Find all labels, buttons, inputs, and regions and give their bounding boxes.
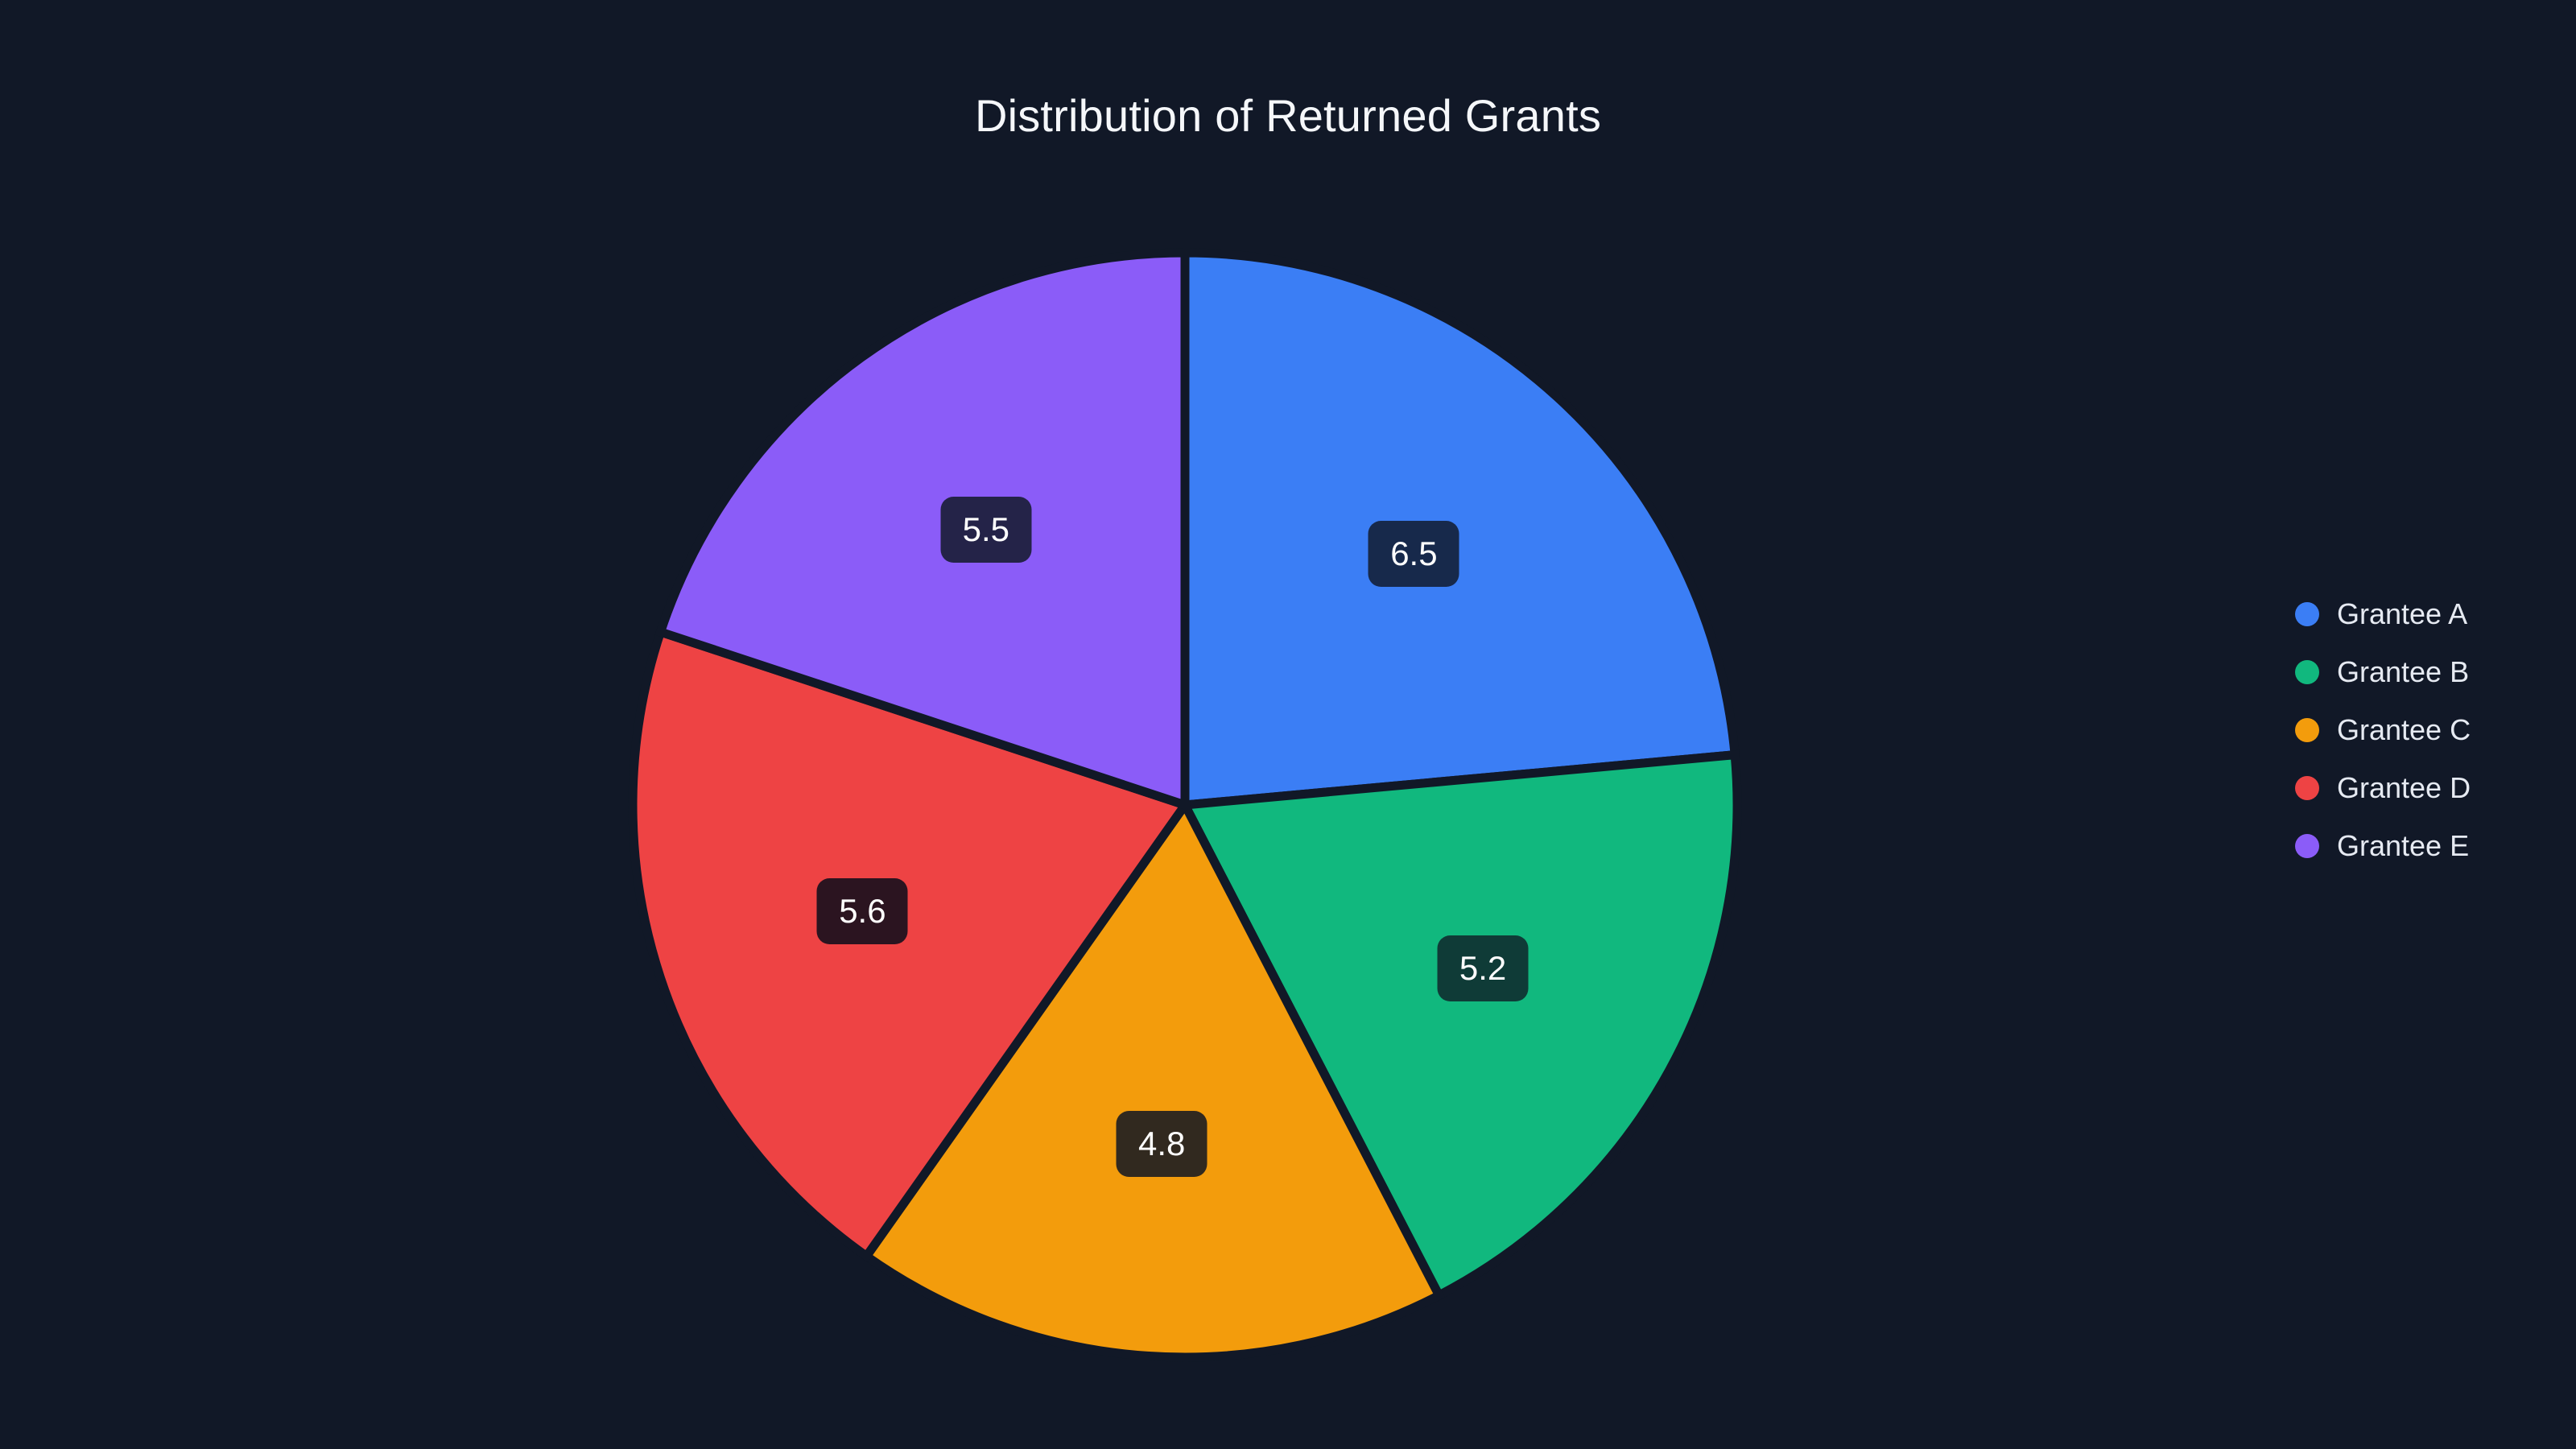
- pie-slice-label: 5.5: [940, 497, 1032, 564]
- pie-slice[interactable]: [860, 796, 1446, 1362]
- legend-item-label: Grantee B: [2337, 655, 2470, 688]
- legend-item[interactable]: Grantee B: [2295, 643, 2537, 701]
- pie-slice-group: [628, 248, 1742, 1362]
- legend-item-label: Grantee E: [2337, 829, 2470, 862]
- legend-swatch-icon: [2295, 602, 2319, 626]
- pie-slice-label: 5.2: [1437, 935, 1529, 1001]
- legend-item[interactable]: Grantee E: [2295, 817, 2537, 875]
- chart-title: Distribution of Returned Grants: [974, 90, 1602, 141]
- legend-item[interactable]: Grantee C: [2295, 701, 2537, 759]
- legend-item[interactable]: Grantee A: [2295, 585, 2537, 643]
- legend: Grantee A Grantee B Grantee C Grantee D Gran…: [2295, 585, 2537, 875]
- pie-slice[interactable]: [1178, 749, 1742, 1302]
- legend-item[interactable]: Grantee D: [2295, 759, 2537, 817]
- pie-slice[interactable]: [654, 248, 1190, 811]
- pie-slice-label: 4.8: [1116, 1110, 1208, 1177]
- legend-item-label: Grantee A: [2337, 597, 2468, 630]
- legend-swatch-icon: [2295, 834, 2319, 858]
- legend-swatch-icon: [2295, 660, 2319, 684]
- pie-slice-label: 6.5: [1368, 521, 1459, 588]
- legend-swatch-icon: [2295, 776, 2319, 800]
- pie-slice-label: 5.6: [816, 878, 908, 945]
- pie-svg: [628, 248, 1742, 1362]
- pie-plot-area: 6.5 5.2 4.8 5.6 5.5: [628, 248, 1742, 1362]
- legend-item-label: Grantee D: [2337, 771, 2471, 804]
- pie-slice[interactable]: [628, 626, 1192, 1263]
- pie-slice[interactable]: [1180, 248, 1740, 811]
- legend-item-label: Grantee C: [2337, 713, 2471, 746]
- legend-swatch-icon: [2295, 718, 2319, 742]
